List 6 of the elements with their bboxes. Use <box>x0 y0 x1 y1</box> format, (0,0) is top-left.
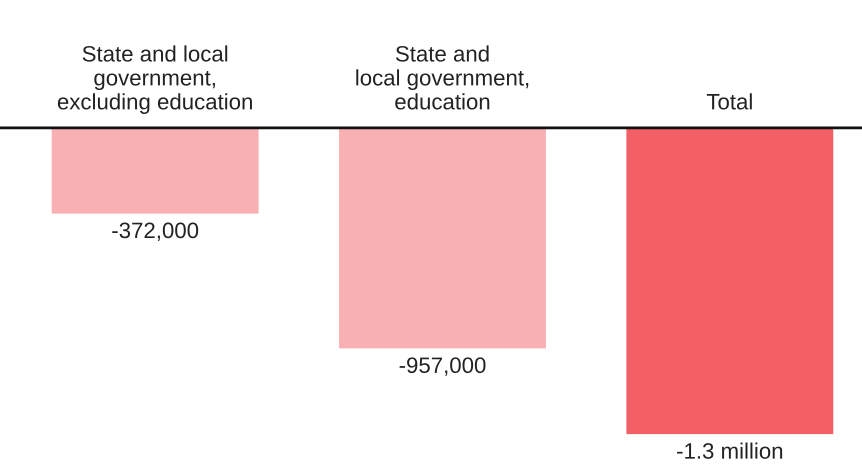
data-label: -1.3 million <box>677 442 782 459</box>
data-label: -957,000 <box>400 357 486 376</box>
x-tick-label: Total <box>706 93 752 110</box>
x-tick-label: State and local government, excluding education <box>58 45 252 114</box>
data-label: -372,000 <box>112 222 198 241</box>
x-tick-label: State and local government, education <box>356 45 528 110</box>
